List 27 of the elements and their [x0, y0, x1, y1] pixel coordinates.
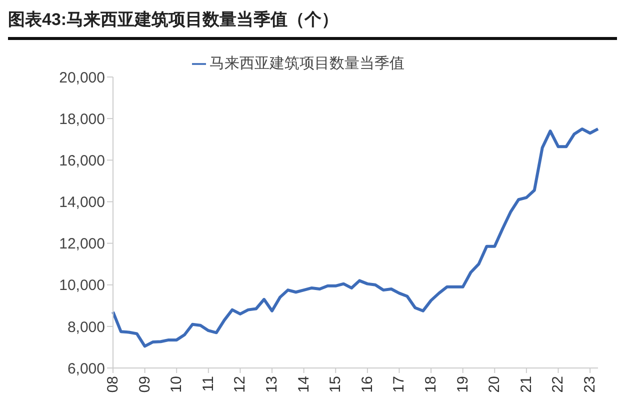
line-series: [112, 127, 600, 348]
x-tick-label: 14: [295, 376, 312, 393]
x-tick-label: 20: [486, 376, 504, 393]
x-tick-label: 17: [390, 376, 408, 393]
x-tick-label: 13: [264, 376, 281, 393]
y-tick-label: 18,000: [59, 110, 105, 128]
y-tick-label: 6,000: [67, 360, 105, 378]
y-tick-label: 14,000: [59, 194, 105, 212]
x-tick-label: 09: [136, 376, 154, 393]
x-tick-label: 23: [582, 376, 599, 393]
y-tick-label: 12,000: [59, 236, 105, 253]
x-tick-label: 08: [104, 376, 122, 393]
x-tick-label: 19: [454, 376, 472, 393]
y-tick-label: 10,000: [59, 277, 105, 294]
x-tick-label: 15: [327, 376, 344, 393]
x-tick-label: 10: [168, 376, 186, 393]
y-tick-label: 8,000: [67, 318, 105, 336]
chart-title: 图表43:马来西亚建筑项目数量当季值（个）: [8, 8, 617, 40]
x-tick-label: 22: [550, 376, 567, 393]
x-tick-label: 18: [422, 376, 440, 393]
y-tick-label: 16,000: [59, 152, 105, 170]
y-tick-label: 20,000: [59, 69, 105, 86]
x-tick-label: 16: [358, 376, 376, 393]
x-tick-label: 12: [232, 376, 249, 393]
legend-label: 马来西亚建筑项目数量当季值: [210, 55, 404, 72]
x-tick-label: 11: [200, 376, 217, 392]
x-tick-label: 21: [518, 376, 535, 393]
